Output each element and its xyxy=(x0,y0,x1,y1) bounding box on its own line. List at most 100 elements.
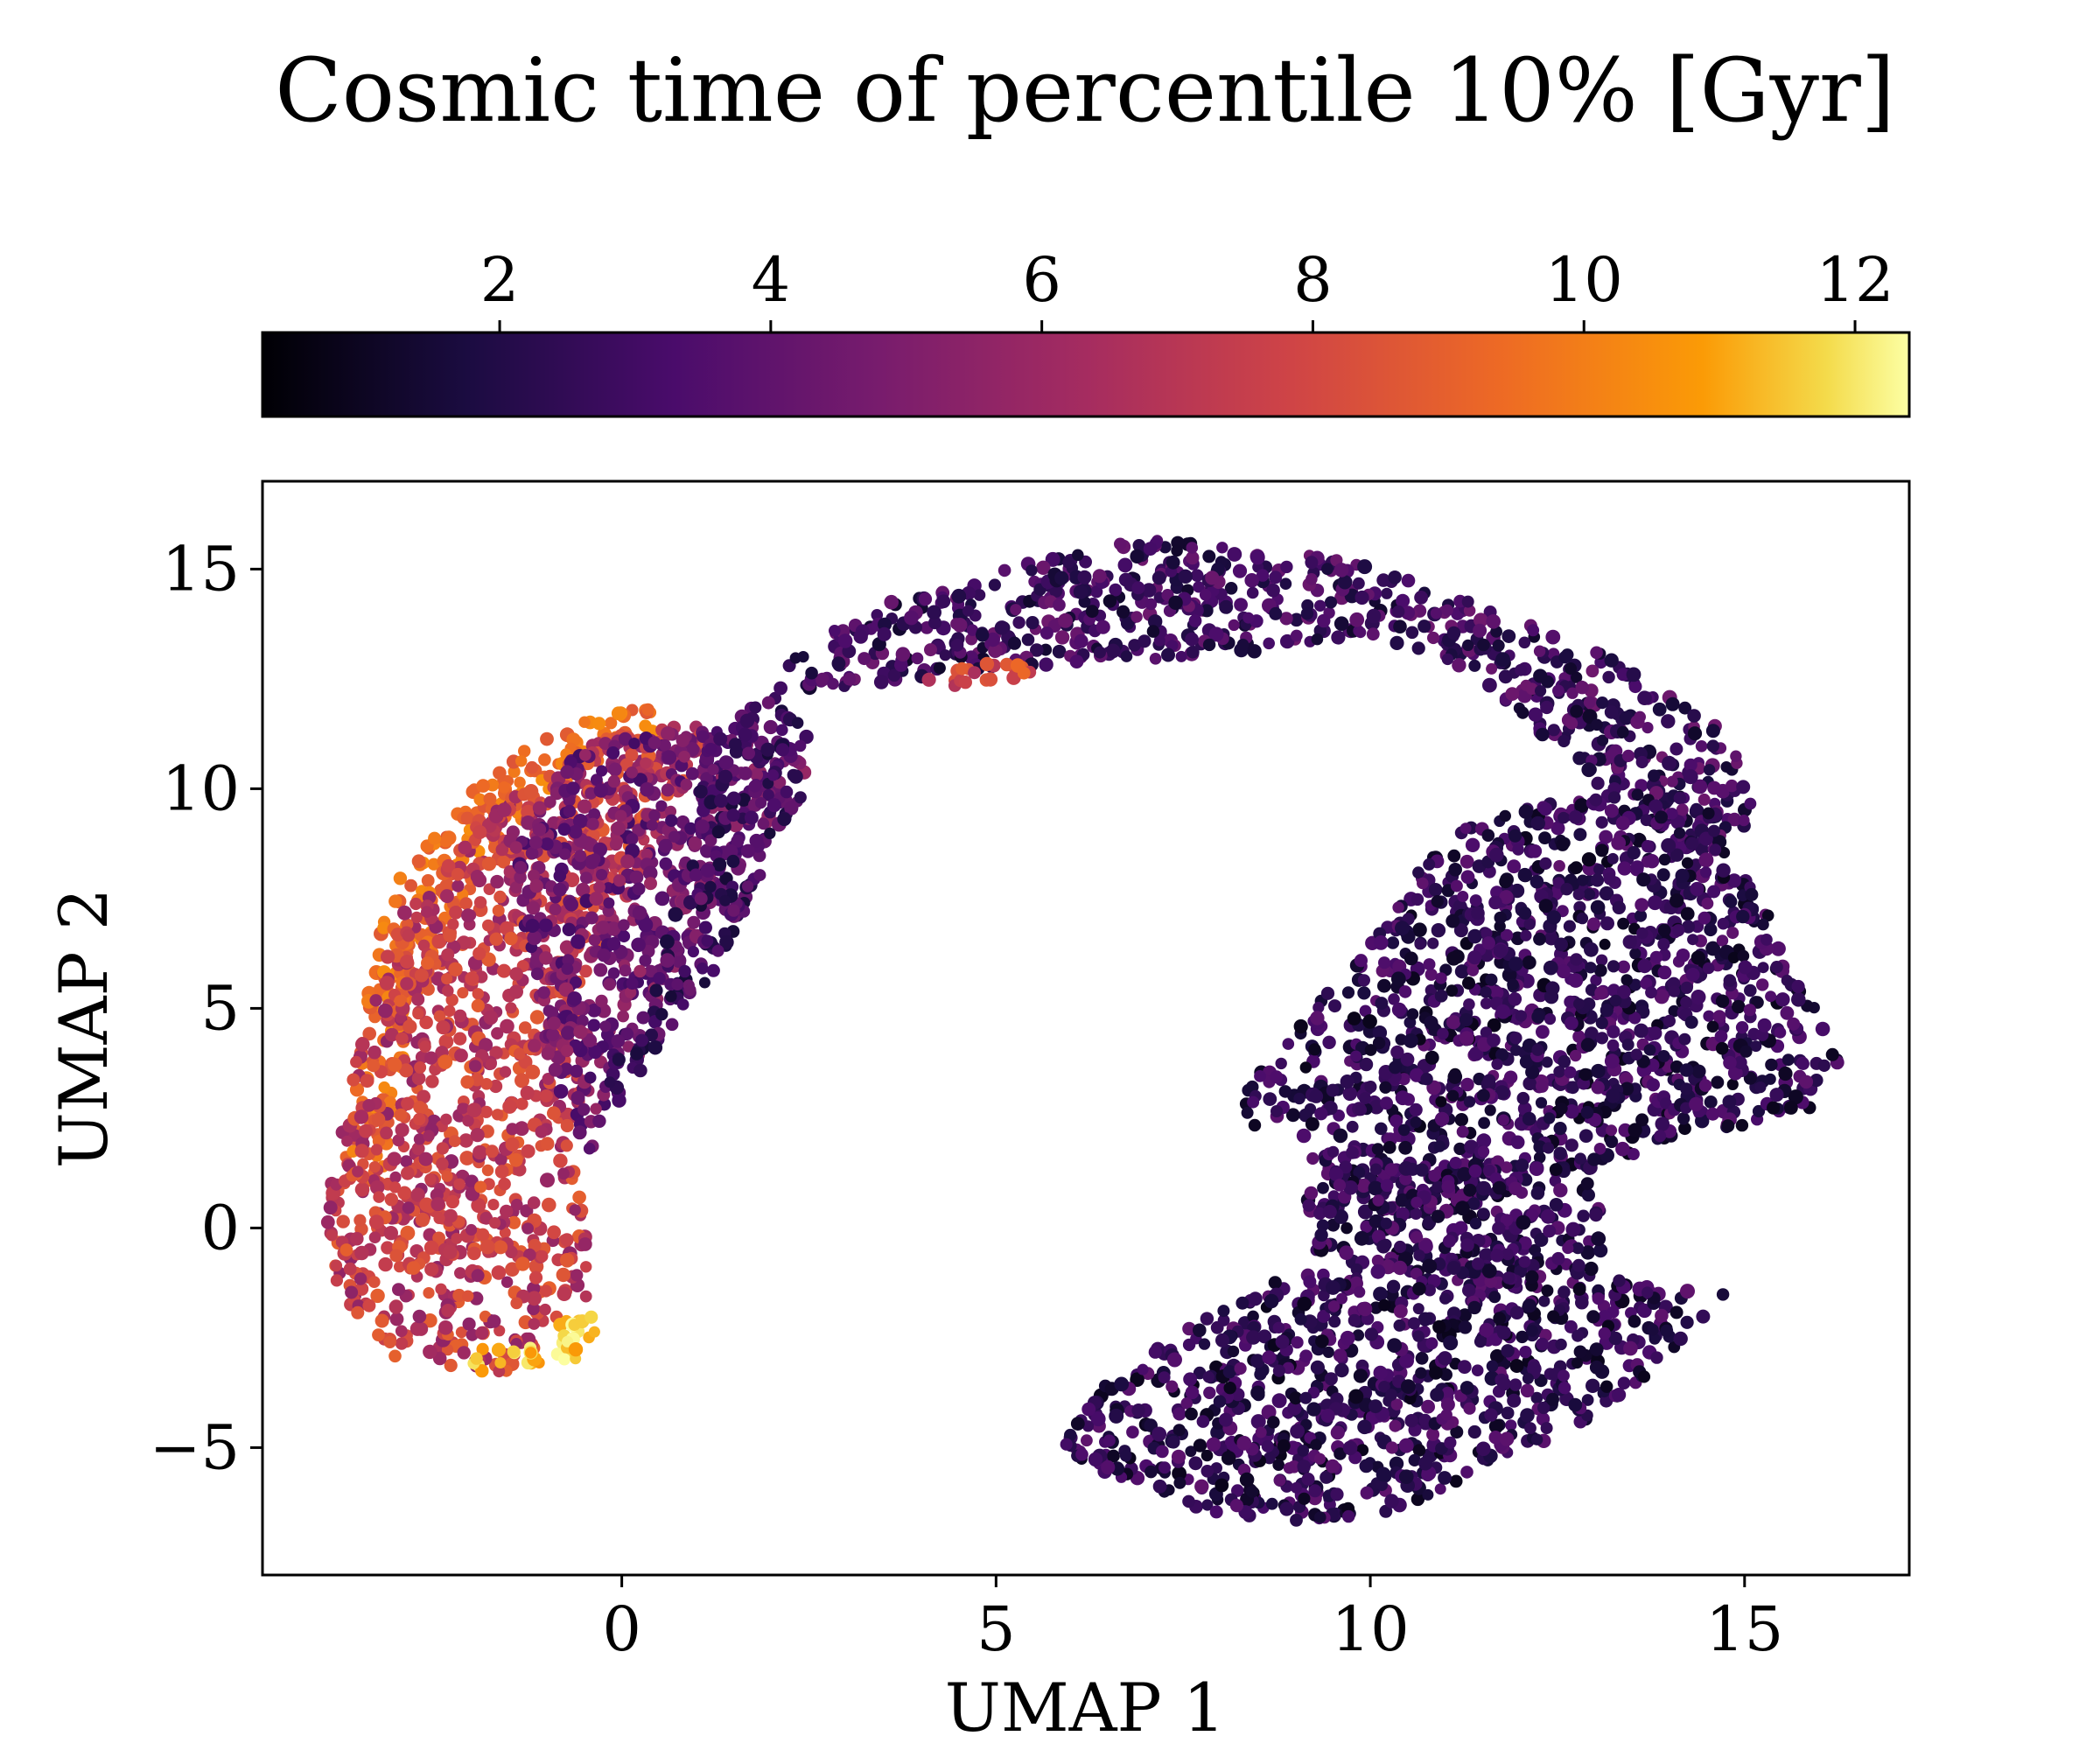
scatter-point xyxy=(592,842,607,858)
scatter-point xyxy=(641,703,654,717)
scatter-point xyxy=(698,976,710,989)
scatter-point xyxy=(1314,1228,1328,1242)
scatter-point xyxy=(640,782,654,797)
scatter-point xyxy=(373,1191,385,1203)
scatter-point xyxy=(480,1105,493,1118)
scatter-point xyxy=(367,1059,381,1073)
scatter-point xyxy=(755,797,767,809)
scatter-point xyxy=(1386,936,1400,949)
scatter-point xyxy=(1153,634,1166,647)
scatter-point xyxy=(583,1033,598,1047)
scatter-point xyxy=(1520,929,1532,942)
scatter-point xyxy=(543,795,556,808)
scatter-point xyxy=(430,1197,445,1212)
scatter-point xyxy=(542,1197,556,1213)
scatter-point xyxy=(611,1034,625,1048)
scatter-point xyxy=(1317,613,1331,628)
scatter-point xyxy=(1185,1446,1197,1458)
scatter-point xyxy=(1533,645,1546,657)
scatter-point xyxy=(1660,1324,1674,1338)
scatter-point xyxy=(1130,611,1143,623)
scatter-point xyxy=(438,1054,453,1069)
scatter-point xyxy=(1341,986,1355,999)
scatter-point xyxy=(741,880,754,892)
scatter-point xyxy=(445,1194,459,1209)
scatter-point xyxy=(1353,1166,1366,1179)
scatter-point xyxy=(1096,620,1110,634)
scatter-point xyxy=(1366,608,1382,624)
scatter-point xyxy=(1662,1014,1676,1027)
scatter-point xyxy=(1062,556,1074,569)
scatter-point xyxy=(461,908,475,923)
scatter-point xyxy=(726,808,740,822)
scatter-point xyxy=(1518,804,1534,819)
scatter-point xyxy=(540,1172,555,1188)
scatter-point xyxy=(1799,1074,1814,1089)
scatter-point xyxy=(1448,863,1462,877)
scatter-point xyxy=(668,830,681,843)
scatter-point xyxy=(749,833,764,848)
scatter-point xyxy=(1405,626,1419,640)
scatter-point xyxy=(1130,1372,1144,1387)
scatter-point xyxy=(1171,544,1183,557)
scatter-point xyxy=(454,1267,466,1279)
scatter-point xyxy=(626,977,639,990)
scatter-point xyxy=(1605,1135,1619,1149)
scatter-point xyxy=(631,937,646,953)
scatter-point xyxy=(559,1253,575,1268)
scatter-point xyxy=(1536,1025,1550,1040)
scatter-point xyxy=(1334,1447,1347,1460)
scatter-point xyxy=(1435,972,1447,984)
scatter-point xyxy=(579,964,592,978)
scatter-point xyxy=(452,1288,466,1302)
scatter-point xyxy=(1543,1112,1556,1124)
scatter-point xyxy=(1723,974,1737,987)
scatter-point xyxy=(1585,962,1597,974)
scatter-point xyxy=(1603,872,1617,886)
scatter-point xyxy=(1507,859,1522,874)
scatter-point xyxy=(424,1173,437,1186)
scatter-point xyxy=(1565,717,1578,730)
scatter-point xyxy=(588,1045,602,1060)
scatter-point xyxy=(1280,560,1293,574)
scatter-point xyxy=(1053,598,1066,612)
scatter-point xyxy=(413,1112,426,1126)
scatter-point xyxy=(606,921,621,936)
scatter-point xyxy=(540,732,554,746)
scatter-point xyxy=(1236,638,1250,651)
scatter-point xyxy=(1446,914,1460,928)
scatter-point xyxy=(1645,986,1657,999)
scatter-point xyxy=(1137,1363,1149,1376)
scatter-point xyxy=(1604,705,1619,719)
scatter-point xyxy=(397,905,412,920)
scatter-point xyxy=(1757,918,1769,931)
scatter-point xyxy=(1480,928,1493,940)
scatter-point xyxy=(1481,829,1495,842)
scatter-point xyxy=(644,877,657,891)
scatter-point xyxy=(655,1008,668,1021)
scatter-point xyxy=(1306,1152,1320,1166)
scatter-point xyxy=(1652,702,1667,717)
scatter-point xyxy=(568,824,583,839)
scatter-point xyxy=(659,857,673,871)
scatter-point xyxy=(535,1125,549,1138)
scatter-point xyxy=(578,1102,591,1116)
scatter-point xyxy=(488,1217,501,1229)
scatter-point xyxy=(1531,1043,1544,1056)
scatter-point xyxy=(1381,587,1393,599)
scatter-point xyxy=(1752,1104,1766,1118)
scatter-point xyxy=(1550,821,1565,836)
scatter-point xyxy=(636,1011,650,1025)
scatter-point xyxy=(1482,677,1497,693)
scatter-point xyxy=(500,1276,514,1288)
scatter-point xyxy=(1299,1061,1312,1074)
scatter-point xyxy=(567,991,582,1006)
scatter-point xyxy=(1568,810,1583,824)
scatter-point xyxy=(412,1309,427,1324)
scatter-point xyxy=(1507,978,1519,990)
scatter-point xyxy=(998,564,1012,578)
scatter-point xyxy=(515,1256,530,1271)
scatter-point xyxy=(1584,942,1599,957)
scatter-point xyxy=(436,1157,449,1171)
scatter-point xyxy=(411,1071,426,1086)
